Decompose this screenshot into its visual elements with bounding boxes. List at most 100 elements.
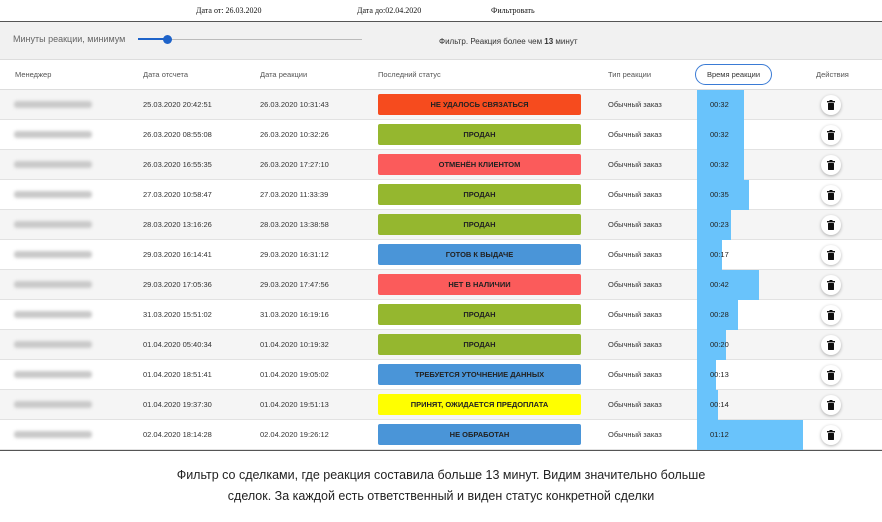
delete-button[interactable] [821, 275, 841, 295]
reaction-date: 27.03.2020 11:33:39 [260, 190, 329, 199]
column-header-report-date[interactable]: Дата отсчета [143, 70, 189, 79]
reaction-date: 26.03.2020 17:27:10 [260, 160, 329, 169]
column-header-manager[interactable]: Менеджер [15, 70, 52, 79]
caption-line-1: Фильтр со сделками, где реакция составил… [176, 468, 706, 482]
table-row[interactable]: Покровский Тимофей 31.03.2020 15:51:02 31.… [0, 300, 882, 330]
report-date: 31.03.2020 15:51:02 [143, 310, 212, 319]
delete-button[interactable] [821, 95, 841, 115]
manager-name: Бабенко Константин [14, 371, 92, 378]
delete-button[interactable] [821, 425, 841, 445]
column-header-reaction-time[interactable]: Время реакции [695, 64, 772, 85]
filter-info-suffix: минут [553, 37, 578, 46]
trash-icon [827, 400, 835, 410]
date-to-field[interactable]: Дата до:02.04.2020 [357, 6, 422, 15]
reaction-type: Обычный заказ [608, 340, 662, 349]
reaction-filter-panel: Минуты реакции, минимум Фильтр. Реакция … [0, 22, 882, 60]
reaction-time-bar [697, 120, 744, 150]
table-row[interactable]: Бабенко Константин 28.03.2020 13:16:26 28.… [0, 210, 882, 240]
table-row[interactable]: Покровский Тимофей 27.03.2020 10:58:47 27.… [0, 180, 882, 210]
table-row[interactable]: Покровский Тимофей 02.04.2020 18:14:28 02.… [0, 420, 882, 450]
manager-name: Бабенко Константин [14, 251, 92, 258]
delete-button[interactable] [821, 245, 841, 265]
reaction-time-bar [697, 210, 731, 240]
table-row[interactable]: Бабенко Константин 29.03.2020 16:14:41 29.… [0, 240, 882, 270]
date-from-field[interactable]: Дата от: 26.03.2020 [196, 6, 262, 15]
reaction-type: Обычный заказ [608, 130, 662, 139]
table-row[interactable]: Покровский Тимофей 01.04.2020 05:40:34 01.… [0, 330, 882, 360]
trash-icon [827, 310, 835, 320]
status-badge: НЕ УДАЛОСЬ СВЯЗАТЬСЯ [378, 94, 581, 115]
report-date: 01.04.2020 19:37:30 [143, 400, 212, 409]
status-badge: ПРОДАН [378, 124, 581, 145]
reaction-time-bar [697, 360, 716, 390]
filter-info-value: 13 [544, 37, 554, 46]
reaction-date: 31.03.2020 16:19:16 [260, 310, 329, 319]
reaction-time-value: 00:42 [710, 280, 729, 289]
reaction-type: Обычный заказ [608, 430, 662, 439]
table-row[interactable]: Бабенко Константин 01.04.2020 18:51:41 01.… [0, 360, 882, 390]
manager-name: Бабенко Константин [14, 101, 92, 108]
delete-button[interactable] [821, 125, 841, 145]
reaction-time-bar [697, 420, 803, 450]
reaction-type: Обычный заказ [608, 160, 662, 169]
trash-icon [827, 220, 835, 230]
slider-thumb[interactable] [163, 35, 173, 44]
table-row[interactable]: Бабенко Константин 25.03.2020 20:42:51 26.… [0, 90, 882, 120]
trash-icon [827, 130, 835, 140]
reaction-time-value: 00:28 [710, 310, 729, 319]
filter-info-prefix: Фильтр. Реакция более чем [439, 37, 545, 46]
reaction-type: Обычный заказ [608, 250, 662, 259]
status-badge: ПРОДАН [378, 184, 581, 205]
caption: Фильтр со сделками, где реакция составил… [100, 465, 782, 507]
reaction-date: 29.03.2020 17:47:56 [260, 280, 329, 289]
filter-info-text: Фильтр. Реакция более чем 13 минут [439, 37, 577, 46]
filter-button[interactable]: Фильтровать [491, 6, 535, 15]
reaction-type: Обычный заказ [608, 190, 662, 199]
delete-button[interactable] [821, 335, 841, 355]
status-badge: ПРОДАН [378, 214, 581, 235]
table-row[interactable]: Бабенко Константин 26.03.2020 08:55:08 26.… [0, 120, 882, 150]
top-divider [0, 21, 882, 22]
reaction-type: Обычный заказ [608, 280, 662, 289]
report-date: 25.03.2020 20:42:51 [143, 100, 212, 109]
reaction-time-value: 00:32 [710, 100, 729, 109]
reaction-time-bar [697, 390, 718, 420]
report-date: 29.03.2020 16:14:41 [143, 250, 212, 259]
reaction-time-bar [697, 150, 744, 180]
table-row[interactable]: Бабенко Константин 26.03.2020 16:55:35 26.… [0, 150, 882, 180]
report-date: 01.04.2020 18:51:41 [143, 370, 212, 379]
delete-button[interactable] [821, 185, 841, 205]
reaction-type: Обычный заказ [608, 220, 662, 229]
table-row[interactable]: Бабенко Константин 01.04.2020 19:37:30 01.… [0, 390, 882, 420]
manager-name: Покровский Тимофей [14, 311, 92, 318]
reaction-time-bar [697, 330, 726, 360]
report-date: 01.04.2020 05:40:34 [143, 340, 212, 349]
column-header-status[interactable]: Последний статус [378, 70, 441, 79]
reaction-time-value: 00:23 [710, 220, 729, 229]
reaction-minutes-slider[interactable] [138, 35, 362, 44]
reaction-time-bar [697, 90, 744, 120]
table-header: Менеджер Дата отсчета Дата реакции После… [0, 60, 882, 90]
delete-button[interactable] [821, 155, 841, 175]
manager-name: Покровский Тимофей [14, 191, 92, 198]
slider-label: Минуты реакции, минимум [13, 34, 126, 44]
status-badge: ПРОДАН [378, 334, 581, 355]
column-header-type[interactable]: Тип реакции [608, 70, 652, 79]
reaction-time-value: 00:20 [710, 340, 729, 349]
delete-button[interactable] [821, 365, 841, 385]
reaction-time-value: 00:35 [710, 190, 729, 199]
caption-line-2: сделок. За каждой есть ответственный и в… [227, 489, 655, 503]
manager-name: Покровский Тимофей [14, 431, 92, 438]
reaction-time-value: 00:17 [710, 250, 729, 259]
status-badge: ПРИНЯТ, ОЖИДАЕТСЯ ПРЕДОПЛАТА [378, 394, 581, 415]
status-badge: НЕ ОБРАБОТАН [378, 424, 581, 445]
column-header-actions: Действия [816, 70, 849, 79]
delete-button[interactable] [821, 395, 841, 415]
column-header-reaction-date[interactable]: Дата реакции [260, 70, 308, 79]
delete-button[interactable] [821, 215, 841, 235]
report-date: 02.04.2020 18:14:28 [143, 430, 212, 439]
delete-button[interactable] [821, 305, 841, 325]
table-row[interactable]: Бабенко Константин 29.03.2020 17:05:36 29.… [0, 270, 882, 300]
trash-icon [827, 280, 835, 290]
manager-name: Бабенко Константин [14, 131, 92, 138]
